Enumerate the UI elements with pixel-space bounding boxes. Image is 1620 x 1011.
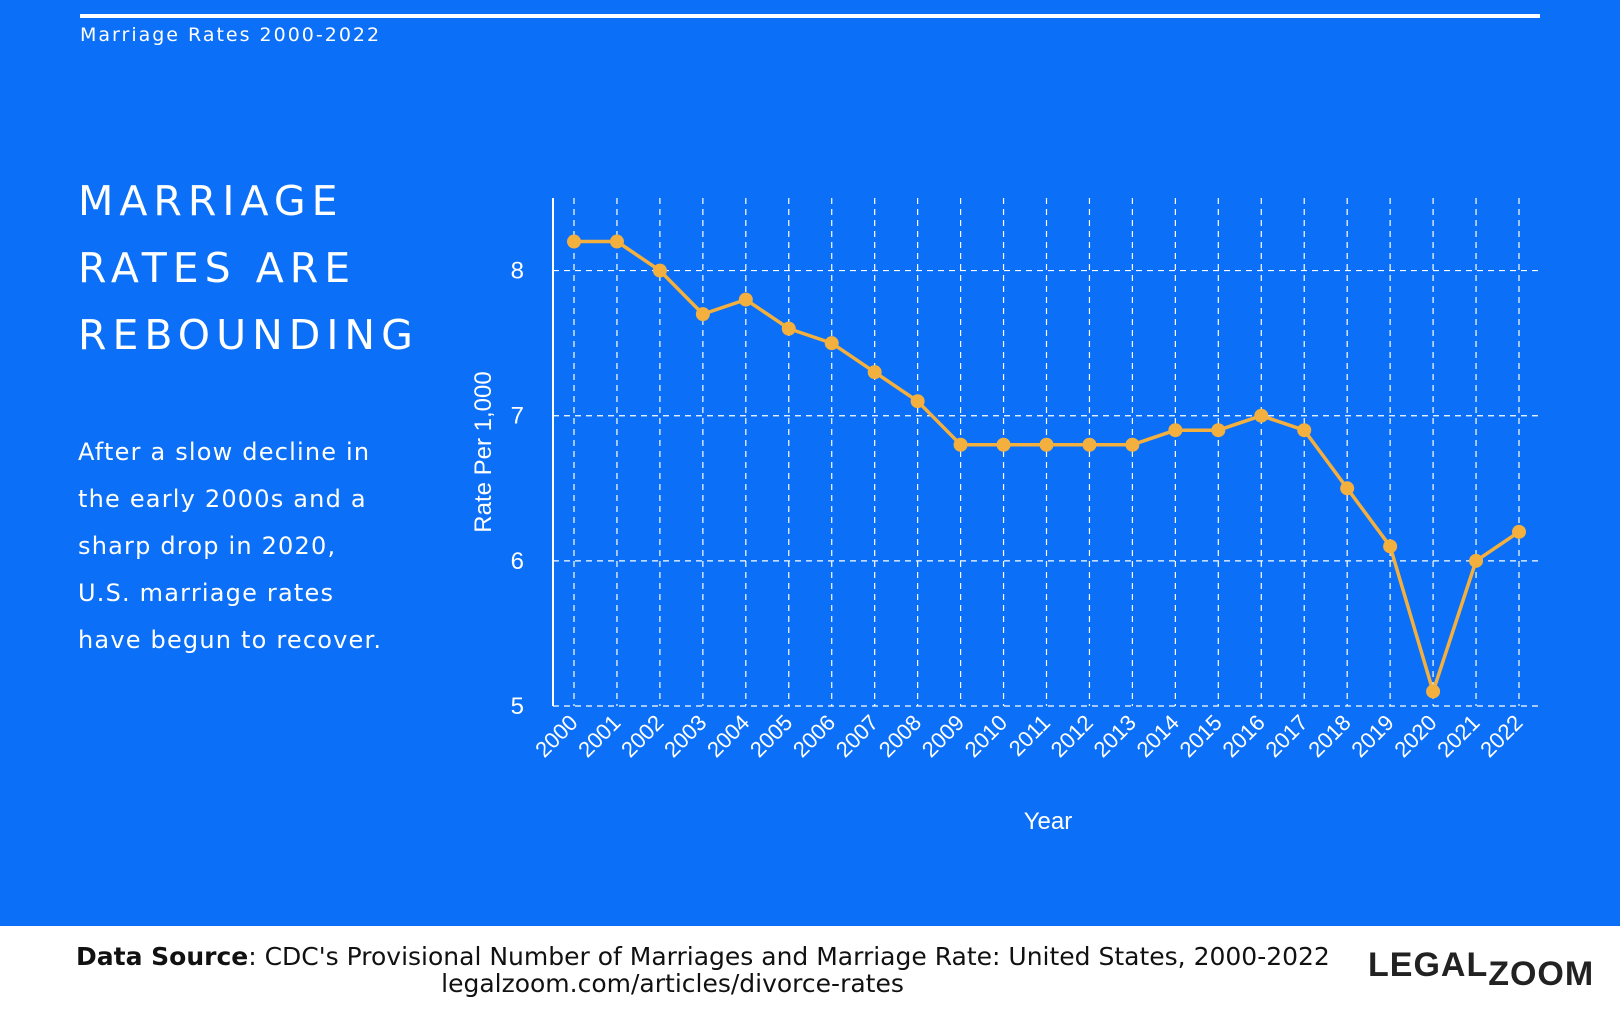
data-point (609, 234, 624, 249)
x-tick-label: 2000 (530, 710, 582, 762)
data-point (1039, 437, 1054, 452)
y-tick-label: 6 (511, 548, 524, 575)
blue-panel: Marriage Rates 2000-2022 MARRIAGE RATES … (0, 0, 1620, 926)
x-tick-label: 2002 (616, 710, 668, 762)
y-tick-label: 5 (511, 693, 524, 720)
data-point (1125, 437, 1140, 452)
data-point (1297, 423, 1312, 438)
x-tick-label: 2006 (788, 710, 840, 762)
data-point (1254, 408, 1269, 423)
data-point (1082, 437, 1097, 452)
data-point (781, 321, 796, 336)
x-tick-label: 2008 (874, 710, 926, 762)
data-source-label: Data Source (76, 942, 249, 971)
data-point (652, 263, 667, 278)
kicker-title: Marriage Rates 2000-2022 (80, 24, 382, 46)
top-rule (80, 14, 1540, 18)
y-tick-label: 7 (511, 403, 524, 430)
data-point (824, 336, 839, 351)
headline-line: REBOUNDING (78, 311, 419, 359)
x-tick-label: 2007 (831, 710, 883, 762)
x-tick-label: 2022 (1475, 710, 1527, 762)
x-tick-label: 2020 (1389, 710, 1441, 762)
data-point (1211, 423, 1226, 438)
x-tick-label: 2005 (745, 710, 797, 762)
data-point (910, 394, 925, 409)
x-tick-label: 2010 (960, 710, 1012, 762)
x-tick-label: 2013 (1089, 710, 1141, 762)
headline-line: RATES ARE (78, 244, 357, 292)
x-tick-label: 2012 (1046, 710, 1098, 762)
data-point (567, 234, 581, 249)
x-tick-label: 2014 (1132, 710, 1184, 762)
x-tick-label: 2019 (1346, 710, 1398, 762)
data-point (738, 292, 753, 307)
source-url: legalzoom.com/articles/divorce-rates (441, 969, 904, 998)
x-tick-label: 2001 (573, 710, 625, 762)
description-line: have begun to recover. (78, 626, 383, 654)
x-axis-label: Year (1024, 808, 1073, 835)
data-points (567, 234, 1526, 699)
x-tick-label: 2016 (1218, 710, 1270, 762)
description-line: sharp drop in 2020, (78, 532, 337, 560)
y-tick-label: 8 (511, 258, 524, 285)
data-point (867, 365, 882, 380)
description: After a slow decline in the early 2000s … (78, 429, 448, 664)
logo-part-legal: LEGAL (1368, 946, 1489, 984)
footer: Data Source: CDC's Provisional Number of… (0, 926, 1620, 1011)
headline-line: MARRIAGE (78, 177, 344, 225)
x-tick-label: 2017 (1260, 710, 1312, 762)
logo-part-zoom: ZOOM (1488, 955, 1595, 993)
headline: MARRIAGE RATES ARE REBOUNDING (78, 168, 419, 369)
description-line: U.S. marriage rates (78, 579, 335, 607)
data-point (1426, 684, 1441, 699)
y-tick-labels: 5 6 7 8 (511, 258, 524, 720)
data-point (953, 437, 968, 452)
data-point (1512, 524, 1526, 539)
x-tick-label: 2021 (1432, 710, 1484, 762)
data-source-text: : CDC's Provisional Number of Marriages … (248, 942, 1330, 971)
x-tick-label: 2003 (659, 710, 711, 762)
data-point (996, 437, 1011, 452)
x-tick-label: 2018 (1303, 710, 1355, 762)
description-line: After a slow decline in (78, 438, 371, 466)
x-tick-label: 2015 (1175, 710, 1227, 762)
y-axis-label: Rate Per 1,000 (470, 371, 497, 532)
legalzoom-logo: LEGALZOOM (1368, 946, 1594, 993)
data-point (1340, 481, 1355, 496)
x-tick-label: 2004 (702, 710, 754, 762)
data-point (1383, 539, 1398, 554)
x-tick-label: 2009 (917, 710, 969, 762)
description-line: the early 2000s and a (78, 485, 367, 513)
grid (553, 198, 1542, 707)
data-point (1168, 423, 1183, 438)
x-tick-label: 2011 (1004, 710, 1055, 761)
x-tick-labels: 2000200120022003200420052006200720082009… (530, 710, 1527, 762)
data-source: Data Source: CDC's Provisional Number of… (76, 942, 1330, 971)
data-point (695, 307, 710, 322)
data-point (1469, 553, 1484, 568)
